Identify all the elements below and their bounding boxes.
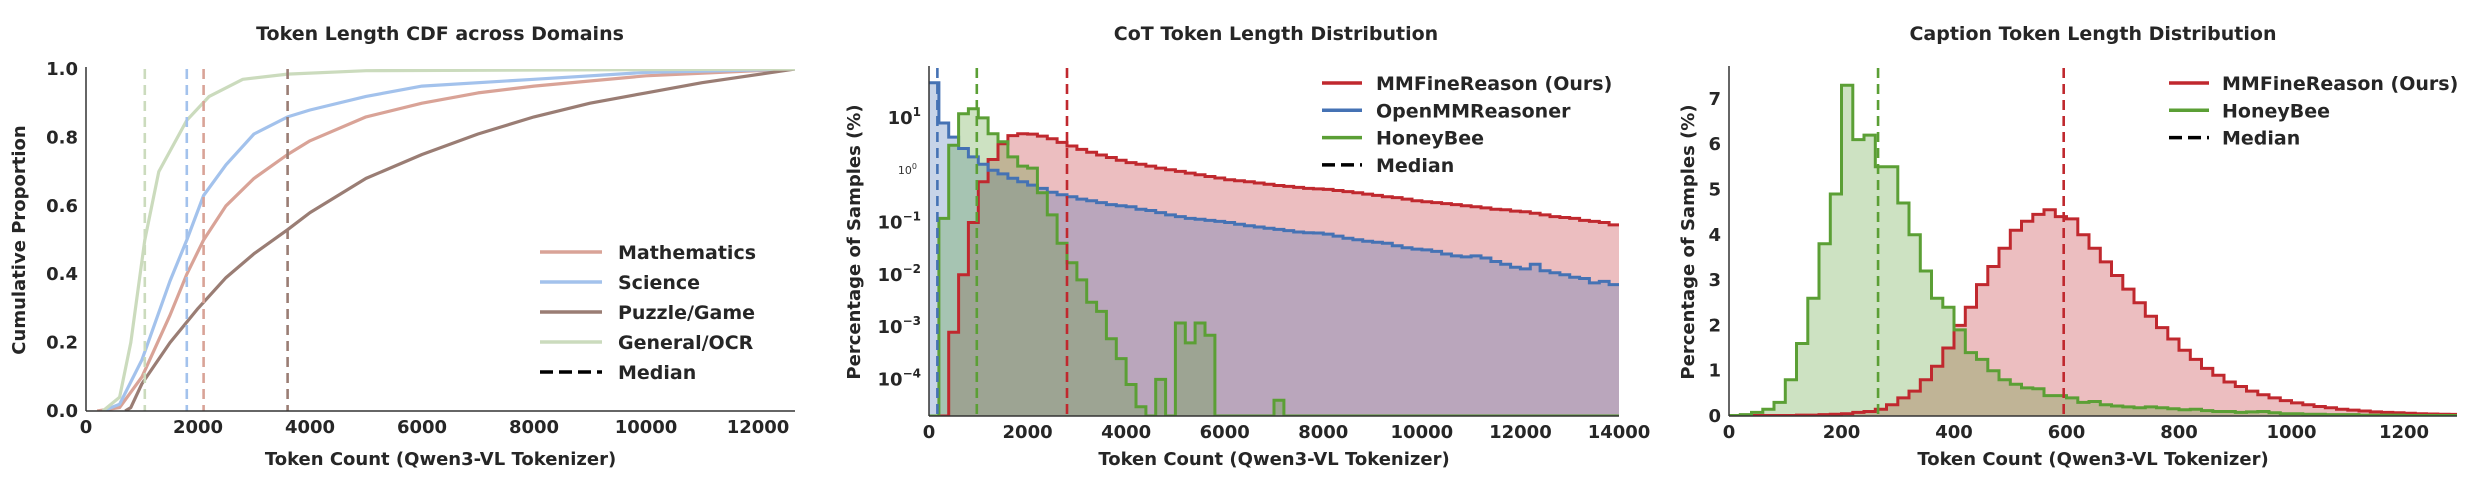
legend: MMFineReason (Ours) OpenMMReasoner HoneyBe… xyxy=(1322,73,1612,177)
cdf-line-mathematics xyxy=(96,69,795,411)
x-axis-label: Token Count (Qwen3-VL Tokenizer) xyxy=(1098,449,1449,470)
y-tick-exponent: −2 xyxy=(903,262,921,276)
cdf-line-general-ocr xyxy=(101,69,795,411)
x-tick-label: 1200 xyxy=(2379,422,2429,443)
plot-area xyxy=(1729,68,2457,416)
y-tick-label: 7 xyxy=(1708,89,1721,110)
minor-y-tick-label: 100 xyxy=(898,162,917,177)
x-tick-label: 4000 xyxy=(285,417,335,438)
x-tick-label: 12000 xyxy=(727,417,790,438)
x-tick-label: 12000 xyxy=(1489,422,1552,443)
x-tick-label: 0 xyxy=(80,417,93,438)
legend-label-median: Median xyxy=(2222,128,2300,150)
x-tick-label: 800 xyxy=(2160,422,2198,443)
y-tick-label: 0.0 xyxy=(46,401,78,422)
legend: MMFineReason (Ours) HoneyBee Median xyxy=(2169,73,2458,150)
cdf-line-puzzle-game xyxy=(124,69,795,411)
x-tick-label: 2000 xyxy=(173,417,223,438)
histogram-step-1 xyxy=(929,81,1619,287)
legend-label: General/OCR xyxy=(618,332,754,354)
y-axis-label: Percentage of Samples (%) xyxy=(844,104,865,379)
y-tick-label: 1 xyxy=(1708,361,1721,382)
x-tick-label: 0 xyxy=(1723,422,1736,443)
x-tick-label: 200 xyxy=(1823,422,1861,443)
histogram-step-0 xyxy=(929,132,1619,416)
legend: Mathematics Science Puzzle/Game General/OCR… xyxy=(540,242,756,384)
legend-label: MMFineReason (Ours) xyxy=(2222,73,2458,95)
legend-label: Mathematics xyxy=(618,242,756,264)
plot-area xyxy=(929,68,1619,416)
histogram-fill-0 xyxy=(1729,209,2457,416)
histogram-fill-1 xyxy=(1729,85,2457,416)
chart-panel-1: 0 2000 4000 6000 8000 10000 12000 0.0 0.2 0.4 0.6 0… xyxy=(9,23,795,470)
y-axis-label: Percentage of Samples (%) xyxy=(1678,104,1699,379)
legend-label: HoneyBee xyxy=(2222,100,2330,122)
y-tick-label: 0.8 xyxy=(46,127,78,148)
histogram-step-2 xyxy=(929,107,1619,416)
chart-title: Token Length CDF across Domains xyxy=(256,23,624,45)
cdf-line-science xyxy=(102,69,795,411)
histogram-fill-2 xyxy=(929,108,1619,416)
x-tick-label: 8000 xyxy=(1298,422,1348,443)
y-tick-label: 101 xyxy=(888,105,921,129)
y-tick-label: 6 xyxy=(1708,134,1721,155)
chart-panel-3: 0 200 400 600 800 1000 1200 0 1 2 3 4 5 6 7 Caption Tok… xyxy=(1678,23,2458,470)
x-tick-label: 8000 xyxy=(509,417,559,438)
x-tick-label: 400 xyxy=(1935,422,1973,443)
y-tick-exponent: −4 xyxy=(903,366,921,380)
y-tick-label: 0.2 xyxy=(46,333,78,354)
chart-title: Caption Token Length Distribution xyxy=(1909,23,2276,45)
y-axis-label: Cumulative Proportion xyxy=(9,125,30,354)
y-tick-label: 0.6 xyxy=(46,196,78,217)
y-tick-base: 10 xyxy=(888,108,913,129)
x-tick-label: 14000 xyxy=(1588,422,1651,443)
x-tick-label: 600 xyxy=(2048,422,2086,443)
x-tick-label: 6000 xyxy=(397,417,447,438)
y-tick-base: 10 xyxy=(878,369,903,390)
legend-label: MMFineReason (Ours) xyxy=(1376,73,1612,95)
y-tick-label: 0.4 xyxy=(46,264,78,285)
histogram-step-0 xyxy=(1729,208,2457,416)
y-tick-exponent: −3 xyxy=(903,314,921,328)
y-tick-exponent: 1 xyxy=(913,105,921,119)
y-tick-label: 10−2 xyxy=(878,262,921,286)
x-axis-label: Token Count (Qwen3-VL Tokenizer) xyxy=(265,449,616,470)
y-tick-exponent: −1 xyxy=(903,210,921,224)
x-tick-label: 2000 xyxy=(1003,422,1053,443)
chart-panel-2: 0 2000 4000 6000 8000 10000 12000 1400010110−11… xyxy=(844,23,1650,470)
x-tick-label: 6000 xyxy=(1200,422,1250,443)
minor-tick-exponent: 0 xyxy=(912,162,917,171)
x-tick-label: 0 xyxy=(923,422,936,443)
y-tick-base: 10 xyxy=(878,317,903,338)
legend-label: OpenMMReasoner xyxy=(1376,100,1571,122)
legend-label-median: Median xyxy=(618,362,696,384)
legend-label: HoneyBee xyxy=(1376,128,1484,150)
y-tick-label: 10−4 xyxy=(878,366,921,390)
plot-area xyxy=(96,69,795,411)
y-tick-label: 5 xyxy=(1708,179,1721,200)
y-tick-label: 10−3 xyxy=(878,314,921,338)
y-tick-label: 0 xyxy=(1708,406,1721,427)
x-tick-label: 10000 xyxy=(615,417,678,438)
y-tick-label: 3 xyxy=(1708,270,1721,291)
legend-label: Puzzle/Game xyxy=(618,302,755,324)
y-tick-base: 10 xyxy=(878,213,903,234)
legend-label-median: Median xyxy=(1376,155,1454,177)
x-axis-label: Token Count (Qwen3-VL Tokenizer) xyxy=(1917,449,2268,470)
histogram-fill-1 xyxy=(929,82,1619,416)
y-tick-label: 10−1 xyxy=(878,210,921,234)
x-tick-label: 1000 xyxy=(2266,422,2316,443)
x-tick-label: 4000 xyxy=(1101,422,1151,443)
chart-title: CoT Token Length Distribution xyxy=(1114,23,1438,45)
y-tick-base: 10 xyxy=(878,265,903,286)
histogram-step-1 xyxy=(1729,83,2457,416)
legend-label: Science xyxy=(618,272,700,294)
x-tick-label: 10000 xyxy=(1391,422,1454,443)
y-tick-label: 1.0 xyxy=(46,59,78,80)
y-tick-label: 2 xyxy=(1708,315,1721,336)
y-tick-label: 4 xyxy=(1708,225,1721,246)
minor-tick-base: 10 xyxy=(898,164,912,177)
